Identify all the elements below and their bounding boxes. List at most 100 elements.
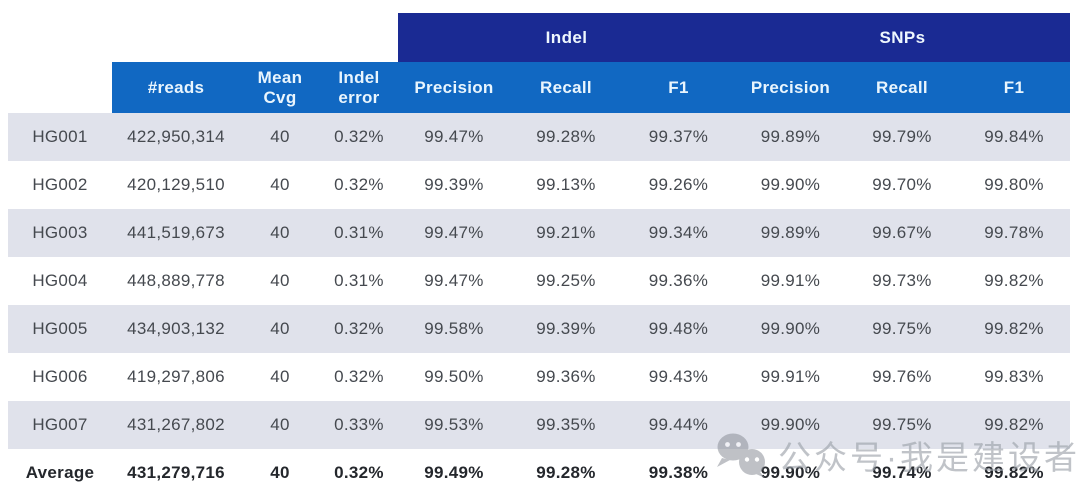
table-row: HG006 419,297,806 40 0.32% 99.50% 99.36% 99.43…: [8, 353, 1070, 401]
table-cell: 99.58%: [398, 305, 510, 353]
table-cell: 0.32%: [320, 113, 398, 161]
table-row: HG001 422,950,314 40 0.32% 99.47% 99.28% 99.37…: [8, 113, 1071, 161]
column-header-snp-precision: Precision: [735, 62, 846, 113]
table-cell: 40: [240, 305, 320, 353]
row-label: HG002: [32, 175, 88, 194]
table-cell: 99.37%: [622, 113, 735, 161]
table-row: HG004 448,889,778 40 0.31% 99.47% 99.25% 99.36…: [8, 257, 1070, 305]
row-label: HG001: [8, 113, 112, 161]
table-cell: 99.83%: [984, 367, 1044, 386]
table-cell: 422,950,314: [112, 113, 240, 161]
table-cell: 99.67%: [846, 209, 958, 257]
table-cell: 441,519,673: [112, 209, 240, 257]
table-cell: 99.84%: [958, 113, 1071, 161]
group-header-row: Indel SNPs: [8, 13, 1071, 62]
table-row-average: Average 431,279,716 40 0.32% 99.49% 99.28% 99.…: [8, 449, 1070, 497]
row-label: HG006: [32, 367, 88, 386]
corner-spacer: [8, 13, 398, 62]
table-cell: 40: [270, 175, 290, 194]
table-cell: 431,267,802: [112, 401, 240, 449]
table-cell: 99.28%: [510, 113, 622, 161]
table-cell: 99.82%: [958, 401, 1071, 449]
table-cell: 99.90%: [735, 401, 846, 449]
row-label: HG003: [8, 209, 112, 257]
table-cell: 99.90%: [760, 175, 821, 194]
table-cell: 99.49%: [424, 463, 484, 482]
row-label: HG005: [8, 305, 112, 353]
table-cell: 40: [270, 367, 290, 386]
table-cell: 99.47%: [424, 271, 484, 290]
table-cell: 99.70%: [872, 175, 932, 194]
table-cell: 0.32%: [320, 305, 398, 353]
table-cell: 40: [240, 401, 320, 449]
table-cell: 40: [240, 113, 320, 161]
table-cell: 99.73%: [872, 271, 932, 290]
group-header-snps: SNPs: [735, 13, 1071, 62]
group-header-indel: Indel: [398, 13, 735, 62]
table-cell: 99.44%: [622, 401, 735, 449]
table-cell: 99.39%: [424, 175, 484, 194]
table-cell: 0.32%: [334, 175, 384, 194]
table-body: HG001 422,950,314 40 0.32% 99.47% 99.28% 99.37…: [8, 113, 1071, 497]
table-cell: 99.48%: [622, 305, 735, 353]
table-cell: 99.26%: [648, 175, 709, 194]
table-cell: 99.47%: [398, 113, 510, 161]
table-cell: 99.36%: [536, 367, 596, 386]
row-label: Average: [25, 463, 95, 482]
table-cell: 0.33%: [320, 401, 398, 449]
table-row: HG005 434,903,132 40 0.32% 99.58% 99.39% 99.48…: [8, 305, 1071, 353]
table-cell: 99.21%: [510, 209, 622, 257]
table-cell: 431,279,716: [127, 463, 225, 482]
table-cell: 0.32%: [334, 367, 384, 386]
table-cell: 99.28%: [536, 463, 596, 482]
column-header-indel-precision: Precision: [398, 62, 510, 113]
table-cell: 99.79%: [846, 113, 958, 161]
row-label: HG004: [32, 271, 88, 290]
table-cell: 99.13%: [536, 175, 596, 194]
table-cell: 99.47%: [398, 209, 510, 257]
table-cell: 99.34%: [622, 209, 735, 257]
column-header-indel-error: Indel error: [320, 62, 398, 113]
table-cell: 419,297,806: [127, 367, 225, 386]
table-cell: 99.36%: [648, 271, 709, 290]
table-cell: 99.74%: [872, 463, 932, 482]
table-cell: 0.31%: [320, 209, 398, 257]
table-cell: 420,129,510: [127, 175, 225, 194]
column-header-indel-recall: Recall: [510, 62, 622, 113]
column-header-mean-cvg: Mean Cvg: [240, 62, 320, 113]
row-label: HG007: [8, 401, 112, 449]
table-cell: 99.53%: [398, 401, 510, 449]
table-cell: 99.50%: [424, 367, 484, 386]
table-cell: 99.82%: [984, 463, 1044, 482]
column-header-reads: #reads: [112, 62, 240, 113]
table-header: Indel SNPs #reads Mean Cvg Indel error P…: [8, 13, 1071, 113]
table-cell: 40: [270, 271, 290, 290]
column-header-row: #reads Mean Cvg Indel error Precision Re…: [8, 62, 1071, 113]
table-row: HG002 420,129,510 40 0.32% 99.39% 99.13% 99.26…: [8, 161, 1070, 209]
table-row: HG007 431,267,802 40 0.33% 99.53% 99.35% 99.44…: [8, 401, 1071, 449]
table-cell: 434,903,132: [112, 305, 240, 353]
table-cell: 99.35%: [510, 401, 622, 449]
table-cell: 0.32%: [334, 463, 384, 482]
table-cell: 99.75%: [846, 401, 958, 449]
table-cell: 99.38%: [648, 463, 709, 482]
table-cell: 99.82%: [984, 271, 1044, 290]
table-row: HG003 441,519,673 40 0.31% 99.47% 99.21% 99.34…: [8, 209, 1071, 257]
variant-calling-benchmark-table: Indel SNPs #reads Mean Cvg Indel error P…: [8, 13, 1071, 497]
table-cell: 448,889,778: [127, 271, 225, 290]
row-label-spacer: [8, 62, 112, 113]
table-cell: 99.91%: [760, 367, 821, 386]
table-cell: 99.82%: [958, 305, 1071, 353]
column-header-indel-f1: F1: [622, 62, 735, 113]
table-cell: 99.75%: [846, 305, 958, 353]
table-cell: 99.80%: [984, 175, 1044, 194]
table-cell: 0.31%: [334, 271, 384, 290]
table-cell: 99.90%: [760, 463, 821, 482]
table-cell: 99.90%: [735, 305, 846, 353]
column-header-snp-f1: F1: [958, 62, 1071, 113]
table-cell: 99.25%: [536, 271, 596, 290]
table-cell: 99.89%: [735, 209, 846, 257]
table-cell: 99.43%: [648, 367, 709, 386]
table-cell: 99.76%: [872, 367, 932, 386]
